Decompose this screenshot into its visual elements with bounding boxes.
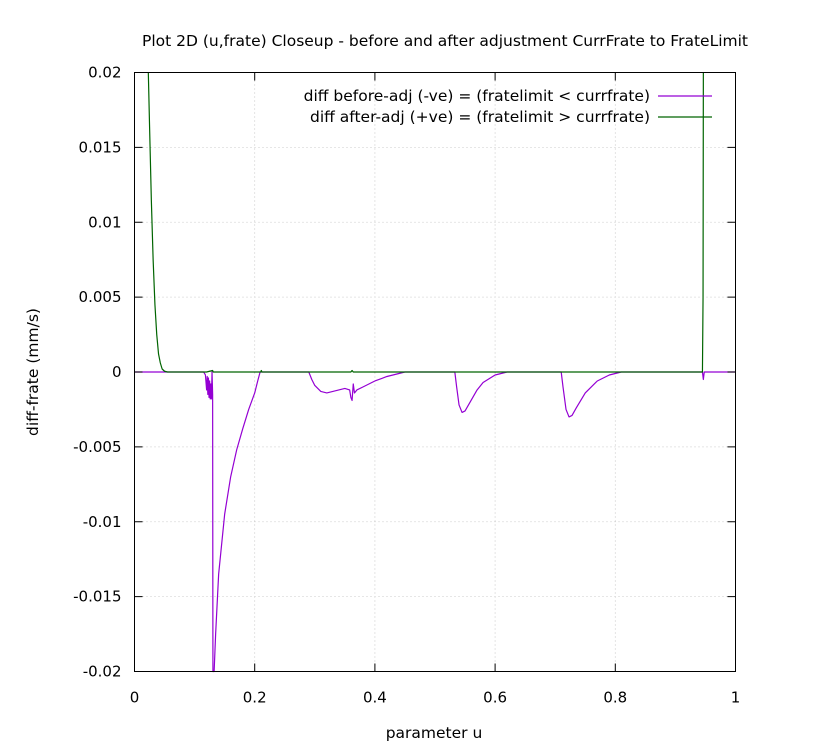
y-tick-label: 0 [112, 363, 122, 381]
y-tick-label: -0.01 [83, 513, 122, 531]
x-axis-label: parameter u [386, 724, 483, 742]
y-axis-label: diff-frate (mm/s) [24, 308, 42, 436]
y-tick-label: -0.005 [73, 438, 121, 456]
series-line-2 [147, 72, 704, 373]
legend-label: diff after-adj (+ve) = (fratelimit > cur… [310, 108, 650, 126]
x-tick-label: 0.6 [483, 689, 507, 707]
series-line-1 [134, 371, 736, 673]
y-tick-label: -0.015 [73, 588, 121, 606]
axis-ticks: 0.02 0.015 0.01 0.005 0 -0.005 -0.01 -0.015 -0.0… [73, 64, 740, 707]
y-tick-label: 0.005 [79, 288, 122, 306]
chart-title: Plot 2D (u,frate) Closeup - before and a… [142, 32, 748, 50]
x-tick-label: 0.2 [243, 689, 267, 707]
legend: diff before-adj (-ve) = (fratelimit < cu… [304, 87, 712, 126]
series-lines [134, 72, 736, 673]
y-tick-label: 0.02 [88, 64, 121, 82]
x-tick-label: 0.8 [603, 689, 627, 707]
legend-label: diff before-adj (-ve) = (fratelimit < cu… [304, 87, 650, 105]
x-tick-label: 1 [731, 689, 741, 707]
x-tick-label: 0.4 [363, 689, 387, 707]
y-tick-label: 0.01 [88, 213, 121, 231]
y-tick-label: -0.02 [83, 663, 122, 681]
y-tick-label: 0.015 [79, 138, 122, 156]
x-tick-label: 0 [130, 689, 140, 707]
